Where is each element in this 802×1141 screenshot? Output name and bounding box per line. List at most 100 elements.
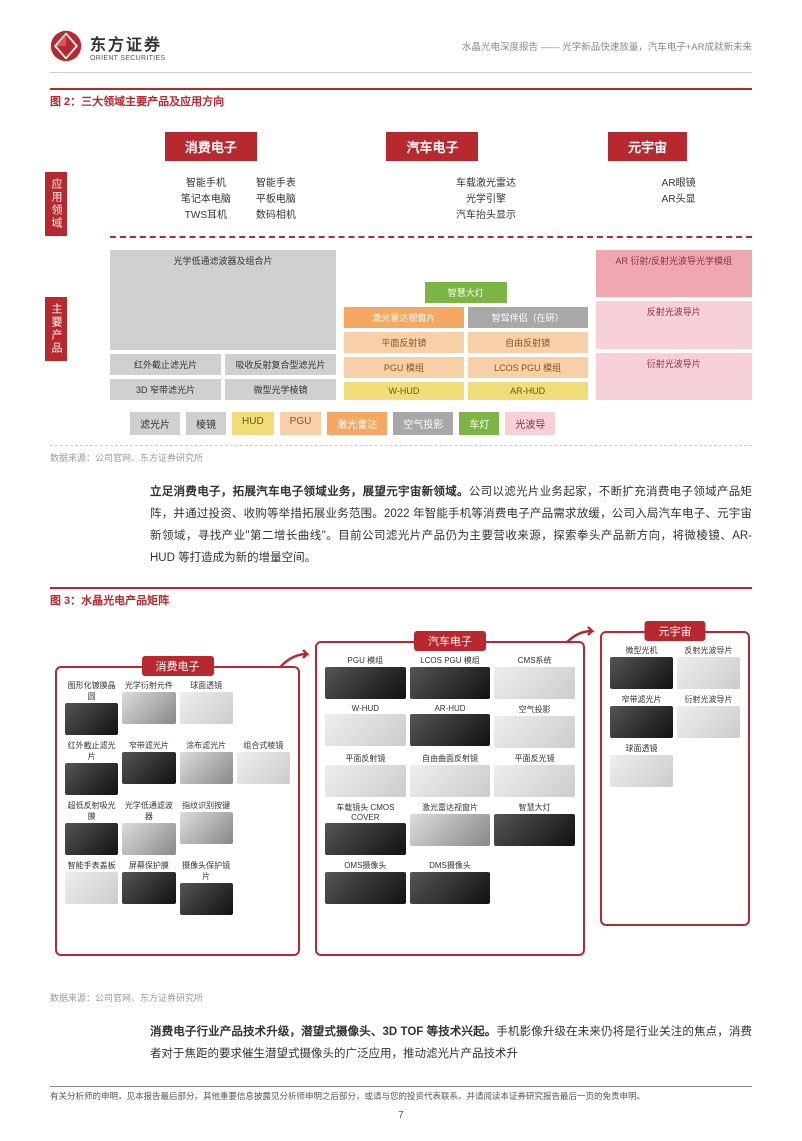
product-item: 窄带滤光片	[610, 694, 673, 738]
product-image	[610, 657, 673, 689]
chip: 微型光学棱镜	[225, 379, 336, 400]
app-auto: 车载激光雷达 光学引擎 汽车抬头显示	[367, 176, 605, 224]
product-image	[180, 752, 233, 784]
product-item: 球面透镜	[610, 743, 673, 787]
chip: 平面反射镜	[344, 332, 464, 353]
product-item: 智慧大灯	[494, 802, 575, 855]
product-image	[325, 823, 406, 855]
footer-disclaimer: 有关分析师的申明，见本报告最后部分。其他重要信息披露见分析师申明之后部分，或请与…	[50, 1090, 752, 1102]
paragraph-1: 立足消费电子，拓展汽车电子领域业务，展望元宇宙新领域。公司以滤光片业务起家，不断…	[150, 482, 752, 569]
chip: W-HUD	[344, 382, 464, 400]
product-image	[65, 872, 118, 904]
chip: 衍射光波导片	[596, 353, 753, 400]
product-image	[410, 667, 491, 699]
category-chip: 滤光片	[130, 412, 180, 435]
figure-2-source: 数据来源：公司官网、东方证券研究所	[50, 451, 752, 464]
product-item: 涂布滤光片	[180, 740, 233, 795]
chip: 红外截止滤光片	[110, 354, 221, 375]
figure-3-title: 图 3：水晶光电产品矩阵	[50, 592, 752, 608]
side-label-prod: 主要产品	[45, 297, 67, 361]
chip: LCOS PGU 模组	[468, 357, 588, 378]
logo-cn: 东方证券	[90, 31, 165, 55]
chip: 激光雷达视窗片	[344, 307, 464, 328]
product-item: 空气投影	[494, 704, 575, 748]
side-label-app: 应用领域	[45, 172, 67, 236]
panel-meta-title: 元宇宙	[645, 621, 706, 641]
panel-auto-title: 汽车电子	[414, 631, 486, 651]
product-item: 智能手表盖板	[65, 860, 118, 915]
domain-ce: 消费电子	[165, 132, 257, 161]
app-meta: AR眼镜 AR头显	[605, 176, 752, 224]
figure-3-source: 数据来源：公司官网、东方证券研究所	[50, 991, 752, 1004]
product-item: 激光雷达视窗片	[410, 802, 491, 855]
product-image	[410, 714, 491, 746]
page-header: 东方证券 ORIENT SECURITIES 水晶光电深度报告 —— 光学新品快…	[50, 30, 752, 73]
product-image	[180, 812, 233, 844]
product-image	[65, 763, 118, 795]
product-item: W-HUD	[325, 704, 406, 748]
product-item: 反射光波导片	[677, 645, 740, 689]
product-image	[410, 765, 491, 797]
paragraph-2: 消费电子行业产品技术升级，潜望式摄像头、3D TOF 等技术兴起。手机影像升级在…	[150, 1022, 752, 1066]
figure-2: 图 2：三大领域主要产品及应用方向 消费电子 汽车电子 元宇宙 应用领域 主要产…	[50, 88, 752, 446]
figure-3: 图 3：水晶光电产品矩阵 消费电子 图形化镀膜晶圆光学衍射元件球面透镜红外截止滤…	[50, 587, 752, 986]
product-item	[237, 860, 290, 915]
product-image	[494, 814, 575, 846]
category-chip: HUD	[232, 412, 274, 435]
logo: 东方证券 ORIENT SECURITIES	[50, 30, 165, 62]
chip: PGU 模组	[344, 357, 464, 378]
product-item: 车载镜头 CMOS COVER	[325, 802, 406, 855]
product-image	[410, 814, 491, 846]
product-item: 摄像头保护镜片	[180, 860, 233, 915]
product-image	[410, 872, 491, 904]
product-item: 球面透镜	[180, 680, 233, 735]
product-item	[237, 680, 290, 735]
logo-en: ORIENT SECURITIES	[90, 55, 165, 62]
product-item: 自由曲面反射镜	[410, 753, 491, 797]
panel-ce: 消费电子 图形化镀膜晶圆光学衍射元件球面透镜红外截止滤光片窄带滤光片涂布滤光片组…	[55, 666, 300, 956]
product-item: CMS系统	[494, 655, 575, 699]
chip: AR 衍射/反射光波导光学模组	[596, 250, 753, 297]
panel-meta: 元宇宙 微型光机反射光波导片窄带滤光片衍射光波导片球面透镜	[600, 631, 750, 926]
product-item: 组合式棱镜	[237, 740, 290, 795]
panel-ce-title: 消费电子	[142, 656, 214, 676]
product-image	[610, 706, 673, 738]
product-item: DMS摄像头	[410, 860, 491, 904]
product-image	[180, 692, 233, 724]
header-subtitle: 水晶光电深度报告 —— 光学新品快速放量，汽车电子+AR成就新未来	[462, 39, 752, 53]
product-image	[122, 752, 175, 784]
product-image	[65, 703, 118, 735]
page-number: 7	[50, 1110, 752, 1121]
product-image	[122, 692, 175, 724]
product-image	[494, 716, 575, 748]
product-image	[325, 667, 406, 699]
category-chip: 光波导	[505, 412, 555, 435]
category-chip: 车灯	[459, 412, 499, 435]
product-image	[237, 752, 290, 784]
category-chip: 激光雷达	[327, 412, 387, 435]
product-image	[65, 823, 118, 855]
product-item: LCOS PGU 模组	[410, 655, 491, 699]
footer-rule	[50, 1086, 752, 1087]
chip: 反射光波导片	[596, 301, 753, 348]
product-image	[325, 872, 406, 904]
product-image	[494, 667, 575, 699]
product-item: 衍射光波导片	[677, 694, 740, 738]
domain-auto: 汽车电子	[386, 132, 478, 161]
product-item: AR-HUD	[410, 704, 491, 748]
product-image	[122, 872, 175, 904]
product-item: 屏幕保护膜	[122, 860, 175, 915]
product-item: 红外截止滤光片	[65, 740, 118, 795]
product-item	[677, 743, 740, 787]
product-item: OMS摄像头	[325, 860, 406, 904]
category-row: 滤光片棱镜HUDPGU激光雷达空气投影车灯光波导	[130, 412, 752, 435]
product-item	[494, 860, 575, 904]
product-item: 光学衍射元件	[122, 680, 175, 735]
product-item: 图形化镀膜晶圆	[65, 680, 118, 735]
product-item: 超低反射吸光膜	[65, 800, 118, 855]
chip: 自由反射镜	[468, 332, 588, 353]
product-item	[237, 800, 290, 855]
product-image	[180, 883, 233, 915]
logo-icon	[50, 30, 82, 62]
category-chip: 空气投影	[393, 412, 453, 435]
